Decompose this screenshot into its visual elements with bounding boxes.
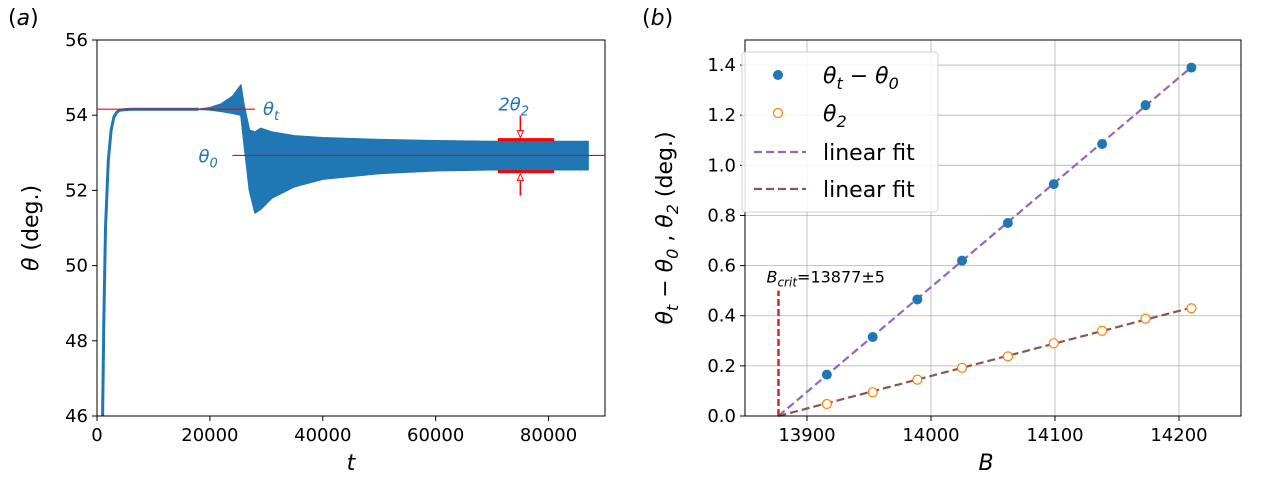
amplitude-arrowhead-top <box>516 130 525 139</box>
theta-oscillation-growth <box>197 84 242 116</box>
theta-2-point <box>1140 313 1151 324</box>
linear-fit-line-2 <box>778 305 1195 418</box>
panel-a-x-tick-label: 20000 <box>181 425 238 446</box>
panel-a-annotations: θt θ0 2θ2 <box>97 95 605 196</box>
panel-b-x-axis: 13900 14000 14100 14200 <box>778 416 1208 446</box>
panel-a-label: (a) <box>8 6 39 31</box>
panel-b-frame <box>744 39 1242 417</box>
panel-a-y-tick-label: 46 <box>65 406 88 427</box>
theta-2-point <box>1097 325 1108 336</box>
theta-2-point <box>1048 338 1059 349</box>
panel-b-y-tick-label: 0.2 <box>707 356 736 377</box>
panel-a-x-label: t <box>347 451 357 476</box>
theta-2-point <box>1186 303 1197 314</box>
theta-diff-point <box>1140 100 1151 111</box>
panel-b-y-tick-label: 0.8 <box>707 205 736 226</box>
theta-diff-point <box>867 332 878 343</box>
theta-2-point <box>821 398 832 410</box>
panel-b-x-tick-label: 14200 <box>1150 425 1207 446</box>
panel-a-frame <box>96 39 606 417</box>
panel-b-chart: Bcrit=13877±5 13900 14000 14100 14200 0.00.… <box>653 39 1242 476</box>
theta-t-label: θt <box>263 99 280 124</box>
legend-label-theta-2: θ2 <box>823 102 847 131</box>
panel-b-plot-area: Bcrit=13877±5 <box>766 62 1197 418</box>
panel-b-x-label: B <box>978 451 993 476</box>
linear-fit-line-1 <box>777 64 1195 417</box>
panel-a-x-tick-label: 60000 <box>407 425 464 446</box>
panel-b-y-tick-label: 1.0 <box>707 155 736 176</box>
amplitude-arrowhead-bottom <box>516 172 525 182</box>
legend-label-theta-diff: θt − θ0 <box>823 64 899 93</box>
theta-diff-point <box>912 294 923 305</box>
theta-diff-point <box>957 255 967 266</box>
theta-diff-point <box>821 369 832 380</box>
theta-oscillation-band <box>240 84 589 214</box>
panel-b-y-tick-label: 0.4 <box>707 306 736 327</box>
legend-box <box>741 51 939 213</box>
panel-a-y-tick-label: 56 <box>65 30 88 51</box>
panel-a-x-tick-label: 0 <box>91 425 102 446</box>
theta-diff-point <box>1002 217 1013 228</box>
panel-b-y-tick-label: 0.6 <box>707 256 736 277</box>
panel-a-y-label: θ (deg.) <box>19 185 44 271</box>
panel-a-chart: 0 20000 40000 60000 80000 46 48 50 52 54 56 t θ (… <box>19 30 606 476</box>
theta-diff-point <box>1097 139 1108 150</box>
panel-a-y-tick-label: 54 <box>65 105 88 126</box>
panel-b-x-tick-label: 14100 <box>1026 425 1083 446</box>
theta-2-point <box>912 374 923 385</box>
panel-b-label: (b) <box>642 6 673 31</box>
panel-b-x-tick-label: 13900 <box>778 425 835 446</box>
theta-0-label: θ0 <box>198 146 217 171</box>
theta-diff-point <box>1048 179 1059 190</box>
two-theta-2-label: 2θ2 <box>498 95 529 120</box>
panel-a-y-tick-label: 48 <box>65 331 88 352</box>
legend-marker-theta-diff <box>773 70 783 80</box>
panel-b-y-label: θt − θ0 , θ2 (deg.) <box>653 131 682 324</box>
critical-b-label: Bcrit=13877±5 <box>766 268 884 290</box>
theta-2-point <box>956 362 968 373</box>
panel-a-y-tick-label: 50 <box>65 256 88 277</box>
panel-b-y-tick-label: 1.2 <box>707 105 736 126</box>
panel-a-y-tick-label: 52 <box>65 180 88 201</box>
panel-a-x-tick-label: 40000 <box>294 425 351 446</box>
panel-b-y-axis: 0.0 0.2 0.4 0.6 0.8 1.0 1.2 1.4 <box>707 55 745 427</box>
legend-marker-theta-2 <box>772 107 784 119</box>
panel-a-plot-area <box>101 84 589 416</box>
theta-rise-line <box>101 107 199 416</box>
panel-a-x-tick-label: 80000 <box>520 425 577 446</box>
panel-b-y-tick-label: 0.0 <box>707 406 736 427</box>
legend-label-fit-1: linear fit <box>823 141 915 166</box>
theta-2-point <box>867 387 878 398</box>
panel-a-y-axis: 46 48 50 52 54 56 <box>65 30 97 427</box>
theta-2-point <box>1002 351 1013 362</box>
panel-b-y-tick-label: 1.4 <box>707 55 736 76</box>
panel-b-legend: θt − θ0 θ2 linear fit linear fit <box>741 51 939 213</box>
panel-a-x-axis: 0 20000 40000 60000 80000 <box>91 416 577 446</box>
legend-label-fit-2: linear fit <box>823 178 915 203</box>
theta-diff-point <box>1186 62 1197 73</box>
panel-b-x-tick-label: 14000 <box>902 425 959 446</box>
